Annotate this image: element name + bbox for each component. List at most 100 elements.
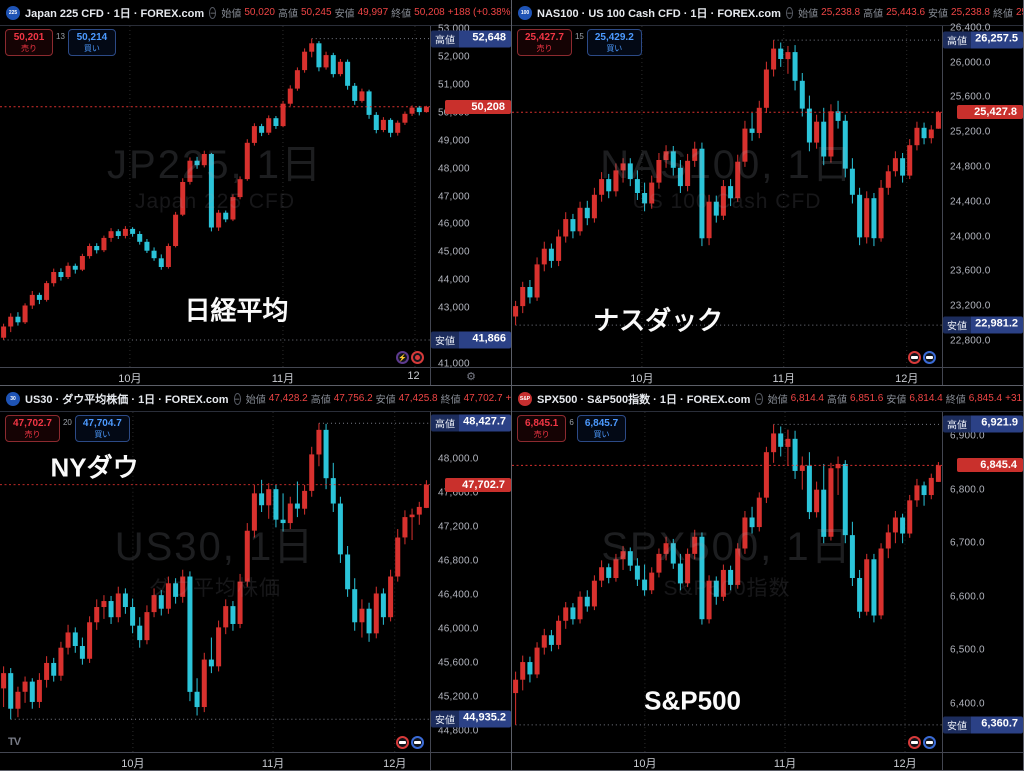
symbol-title[interactable]: NAS100 · US 100 Cash CFD · 1日 · FOREX.co… bbox=[537, 7, 781, 20]
high-label: 高値 bbox=[863, 9, 884, 20]
flag-red-icon[interactable] bbox=[908, 736, 921, 749]
close-value: 25,427.8 bbox=[1015, 7, 1023, 18]
price-tick: 25,200.0 bbox=[950, 126, 991, 138]
price-tick: 45,200.0 bbox=[438, 691, 479, 703]
chart-area[interactable]: NAS100, 1日 US 100 Cash CFD ナスダック 25,427.… bbox=[512, 26, 942, 367]
symbol-title[interactable]: Japan 225 CFD · 1日 · FOREX.com bbox=[25, 7, 205, 20]
last-price-tag: 25,427.8 bbox=[957, 105, 1023, 120]
flag-blue-icon[interactable] bbox=[411, 736, 424, 749]
low-tag-value: 22,981.2 bbox=[971, 316, 1023, 334]
last-price-tag: 47,702.7 bbox=[445, 477, 511, 492]
price-tick: 51,000 bbox=[438, 79, 470, 91]
spread-value: 20 bbox=[62, 418, 72, 427]
buy-button[interactable]: 6,845.7 買い bbox=[576, 415, 627, 442]
price-tick: 48,000.0 bbox=[438, 453, 479, 465]
close-label: 終値 bbox=[945, 395, 966, 406]
price-tick: 53,000 bbox=[438, 23, 470, 35]
low-tag-value: 6,360.7 bbox=[971, 716, 1023, 734]
close-label: 終値 bbox=[440, 395, 461, 406]
time-axis[interactable]: 10月 11月 12月 ⚙ bbox=[0, 367, 511, 385]
month-label: 12月 bbox=[893, 758, 917, 770]
price-tick: 45,000 bbox=[438, 246, 470, 258]
spread-value: 15 bbox=[574, 32, 584, 41]
price-tick: 6,700.0 bbox=[950, 537, 985, 549]
chart-area[interactable]: JP225, 1日 Japan 225 CFD 日経平均 50,201 売り 1… bbox=[0, 26, 430, 367]
collapse-icon[interactable]: − bbox=[209, 6, 217, 19]
month-label: 10月 bbox=[630, 373, 654, 385]
month-label: 11月 bbox=[271, 373, 295, 385]
low-tag-label: 安値 bbox=[943, 316, 971, 334]
ohlc-readout: 始値 50,020 高値 50,245 安値 49,997 終値 50,208 +188… bbox=[221, 5, 511, 20]
price-tick: 22,800.0 bbox=[950, 335, 991, 347]
price-axis[interactable]: 高値 52,648 安値 41,866 50,208 41,00042,0004… bbox=[430, 23, 511, 370]
buy-button[interactable]: 50,214 買い bbox=[67, 29, 116, 56]
collapse-icon[interactable]: − bbox=[233, 392, 241, 405]
price-tick: 44,800.0 bbox=[438, 725, 479, 737]
time-axis[interactable]: 10月 11月 12月 bbox=[512, 752, 1023, 770]
low-price-tag: 安値 44,935.2 bbox=[431, 710, 511, 728]
time-axis[interactable]: 10月 11月 12月 bbox=[512, 367, 1023, 385]
month-labels: 10月 11月 12月 bbox=[0, 753, 430, 770]
gear-icon[interactable]: ⚙ bbox=[466, 371, 476, 383]
buy-button[interactable]: 47,704.7 買い bbox=[74, 415, 130, 442]
high-tag-label: 高値 bbox=[431, 414, 459, 432]
chart-area[interactable]: SPX500, 1日 S&P500指数 S&P500 6,845.1 売り 6 … bbox=[512, 412, 942, 752]
price-tick: 24,400.0 bbox=[950, 196, 991, 208]
symbol-title[interactable]: SPX500 · S&P500指数 · 1日 · FOREX.com bbox=[537, 393, 751, 406]
sell-label: 売り bbox=[24, 430, 41, 439]
price-tick: 6,900.0 bbox=[950, 430, 985, 442]
panel-body: US30, 1日 ダウ平均株価 NYダウ 47,702.7 売り 20 47,7… bbox=[0, 411, 511, 752]
sell-button[interactable]: 6,845.1 売り bbox=[517, 415, 567, 442]
low-tag-label: 安値 bbox=[943, 716, 971, 734]
price-tick: 41,000 bbox=[438, 358, 470, 370]
lightning-icon[interactable]: ⚡ bbox=[396, 351, 409, 364]
spread-value: 13 bbox=[56, 32, 65, 41]
symbol-icon: 100 bbox=[518, 5, 532, 20]
flag-red-icon[interactable] bbox=[396, 736, 409, 749]
high-tag-label: 高値 bbox=[943, 415, 971, 433]
month-label: 11月 bbox=[772, 373, 795, 385]
change-value: +188 (+0.38%) bbox=[447, 7, 511, 18]
symbol-badge-text: 100 bbox=[520, 9, 530, 16]
corner-icons: ⚡ bbox=[396, 351, 424, 364]
low-label: 安値 bbox=[886, 395, 907, 406]
sell-button[interactable]: 25,427.7 売り bbox=[517, 29, 572, 56]
close-label: 終値 bbox=[391, 9, 412, 20]
chart-area[interactable]: US30, 1日 ダウ平均株価 NYダウ 47,702.7 売り 20 47,7… bbox=[0, 412, 430, 752]
record-icon[interactable] bbox=[411, 351, 424, 364]
candlestick-svg bbox=[512, 412, 942, 752]
symbol-title[interactable]: US30 · ダウ平均株価 · 1日 · FOREX.com bbox=[25, 393, 229, 406]
price-tick: 46,000 bbox=[438, 218, 470, 230]
sell-label: 売り bbox=[21, 44, 37, 53]
high-price-tag: 高値 26,257.5 bbox=[943, 31, 1023, 49]
price-axis[interactable]: 高値 48,427.7 安値 44,935.2 47,702.7 44,800.… bbox=[430, 412, 511, 752]
buy-label: 買い bbox=[593, 430, 610, 439]
high-value: 25,443.6 bbox=[886, 7, 926, 18]
buy-button[interactable]: 25,429.2 買い bbox=[586, 29, 642, 56]
high-value: 6,851.6 bbox=[850, 393, 884, 404]
flag-red-icon[interactable] bbox=[908, 351, 921, 364]
low-label: 安値 bbox=[375, 395, 396, 406]
low-label: 安値 bbox=[334, 9, 355, 20]
low-tag-label: 安値 bbox=[431, 331, 459, 349]
price-axis[interactable]: 高値 26,257.5 安値 22,981.2 25,427.8 22,800.… bbox=[942, 22, 1023, 367]
tradingview-logo[interactable]: TV bbox=[8, 736, 21, 748]
collapse-icon[interactable]: − bbox=[785, 6, 794, 19]
sell-button[interactable]: 47,702.7 売り bbox=[5, 415, 60, 442]
collapse-icon[interactable]: − bbox=[755, 392, 763, 405]
order-buttons: 47,702.7 売り 20 47,704.7 買い bbox=[5, 415, 130, 442]
open-value: 47,428.2 bbox=[268, 393, 308, 404]
low-tag-value: 41,866 bbox=[459, 331, 511, 349]
time-axis[interactable]: 10月 11月 12月 bbox=[0, 752, 511, 770]
chart-panel: S&P SPX500 · S&P500指数 · 1日 · FOREX.com −… bbox=[512, 386, 1023, 770]
flag-blue-icon[interactable] bbox=[923, 736, 936, 749]
change-value: +31.0 (+0.45%) bbox=[1005, 393, 1023, 404]
price-tick: 49,000 bbox=[438, 135, 470, 147]
open-label: 始値 bbox=[221, 9, 242, 20]
sell-button[interactable]: 50,201 売り bbox=[5, 29, 53, 56]
price-axis[interactable]: 高値 6,921.9 安値 6,360.7 6,845.4 6,400.0 6,5… bbox=[942, 412, 1023, 752]
symbol-badge-text: S&P bbox=[519, 395, 531, 402]
flag-blue-icon[interactable] bbox=[923, 351, 936, 364]
price-tick: 45,600.0 bbox=[438, 657, 479, 669]
chart-panel: 225 Japan 225 CFD · 1日 · FOREX.com − 始値 5… bbox=[0, 0, 511, 385]
